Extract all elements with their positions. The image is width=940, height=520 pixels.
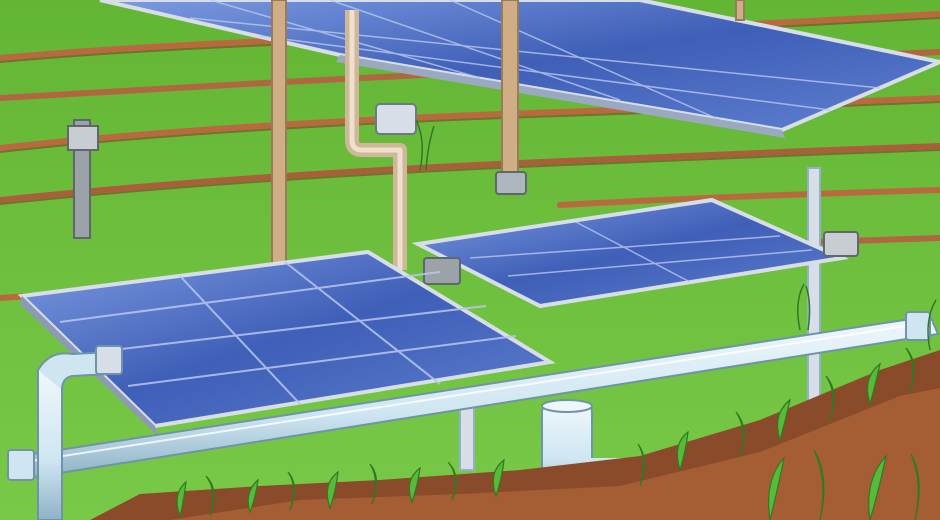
water-valve <box>95 345 123 375</box>
crop-seedling <box>369 463 378 505</box>
support-post <box>459 399 475 471</box>
pipe-joint <box>905 311 931 341</box>
pipe-joint <box>7 449 35 481</box>
panel-mount <box>823 231 859 257</box>
crop-seedling <box>768 455 786 520</box>
crop-seedling <box>867 362 881 407</box>
panel-mount <box>423 257 461 285</box>
crop-seedling <box>287 471 296 511</box>
crop-seedling <box>735 411 745 457</box>
crop-seedling <box>825 375 835 421</box>
crop-seedling <box>247 478 259 514</box>
crop-seedling <box>637 443 646 487</box>
support-post <box>735 0 745 21</box>
crop-seedling <box>676 430 689 473</box>
crop-seedling <box>447 461 457 501</box>
crop-seedling <box>777 398 791 443</box>
soil-furrow <box>0 143 940 203</box>
crop-seedling <box>205 475 215 517</box>
crop-seedling <box>176 480 187 519</box>
support-post <box>807 167 821 419</box>
crop-seedling <box>813 449 825 520</box>
crop-seedling <box>326 470 339 510</box>
solar-panel-right <box>411 197 859 309</box>
post-clamp <box>495 171 527 195</box>
solar-panel-back <box>99 0 940 138</box>
irrigation-pipe <box>7 311 940 481</box>
crop-seedling <box>868 454 888 520</box>
crop-seedling <box>910 453 920 520</box>
crop-seedlings <box>176 347 920 520</box>
left-pipe-riser <box>37 345 123 520</box>
soil-furrow <box>557 187 940 208</box>
crop-seedling <box>492 458 505 498</box>
support-post <box>501 0 519 191</box>
pipe-riser <box>345 10 417 270</box>
support-post <box>271 0 287 271</box>
post-cap <box>67 125 99 151</box>
crop-seedling <box>408 466 421 504</box>
crop-seedling <box>905 347 915 393</box>
grass-tufts <box>415 119 937 351</box>
foreground-soil <box>90 350 940 520</box>
water-valve <box>375 103 417 135</box>
